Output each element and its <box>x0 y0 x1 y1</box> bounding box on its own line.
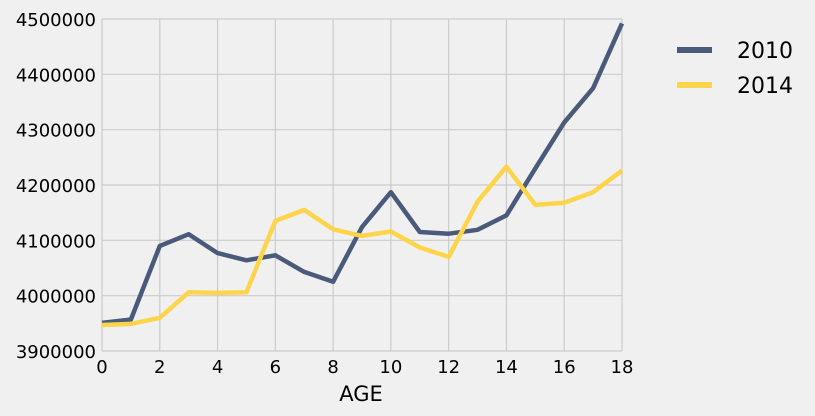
x-tick-label: 4 <box>212 357 223 378</box>
legend: 2010 2014 <box>677 39 793 99</box>
grid-lines <box>101 18 623 352</box>
y-tick-label: 4500000 <box>16 10 96 31</box>
series-line-2014 <box>101 164 624 328</box>
x-tick-label: 14 <box>495 357 518 378</box>
legend-label-2010: 2010 <box>737 39 793 64</box>
y-tick-label: 4200000 <box>16 176 96 197</box>
x-tick-label: 0 <box>96 357 107 378</box>
legend-label-2014: 2014 <box>737 74 793 99</box>
x-axis-label: AGE <box>339 382 383 406</box>
series-line-2010 <box>101 22 625 326</box>
x-tick-label: 6 <box>270 357 281 378</box>
y-tick-label: 3900000 <box>16 342 96 363</box>
y-tick-labels: 3900000 4000000 4100000 4200000 4300000 44000… <box>16 10 96 363</box>
y-tick-label: 4000000 <box>16 287 96 308</box>
x-tick-label: 10 <box>379 357 402 378</box>
y-tick-label: 4300000 <box>16 121 96 142</box>
series-lines <box>101 22 625 328</box>
y-tick-label: 4400000 <box>16 65 96 86</box>
x-tick-label: 18 <box>611 357 634 378</box>
x-tick-label: 16 <box>553 357 576 378</box>
y-tick-label: 4100000 <box>16 231 96 252</box>
x-tick-label: 2 <box>154 357 165 378</box>
x-tick-label: 8 <box>327 357 338 378</box>
x-tick-labels: 0 2 4 6 8 10 12 14 16 18 <box>96 357 633 378</box>
x-tick-label: 12 <box>437 357 460 378</box>
